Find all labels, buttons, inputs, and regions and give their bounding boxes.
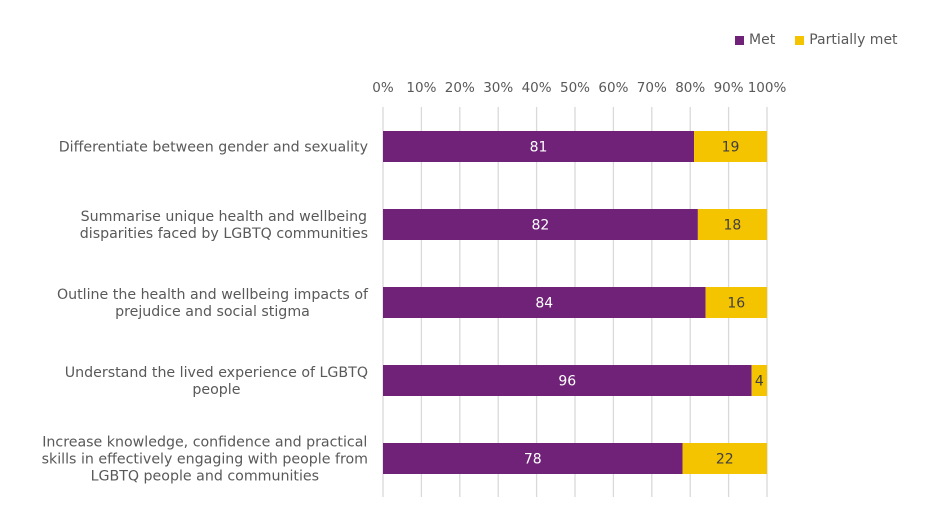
bar-segment-partially-met [705,287,767,318]
bar-segment-partially-met [682,443,767,474]
bar-segment-partially-met [751,365,767,396]
legend-label-met: Met [749,32,776,48]
category-label: skills in effectively engaging with peop… [42,452,368,468]
category-label: Summarise unique health and wellbeing [81,209,367,225]
x-tick-label: 40% [522,80,552,96]
bar-segment-met [383,443,683,474]
chart-legend: Met Partially met [735,32,918,48]
x-tick-label: 50% [560,80,590,96]
data-label: 81 [530,140,548,156]
category-label: Understand the lived experience of LGBTQ [65,365,368,381]
data-label: 16 [727,296,745,312]
category-label: prejudice and social stigma [115,304,310,320]
x-tick-label: 20% [445,80,475,96]
data-label: 19 [722,140,740,156]
x-tick-label: 70% [637,80,667,96]
bar-segment-met [383,131,695,162]
category-label: Increase knowledge, confidence and pract… [42,435,367,451]
data-label: 22 [716,452,734,468]
data-label: 78 [524,452,542,468]
data-label: 4 [755,374,764,390]
category-label: Differentiate between gender and sexuali… [59,140,368,156]
data-label: 18 [724,218,742,234]
bar-segment-met [383,365,752,396]
x-tick-label: 100% [748,80,787,96]
data-label: 84 [535,296,553,312]
bar-segment-partially-met [694,131,767,162]
category-label: people [192,382,240,398]
legend-item-met: Met [735,32,775,48]
category-label: disparities faced by LGBTQ communities [80,226,368,242]
x-tick-label: 10% [406,80,436,96]
x-tick-label: 30% [483,80,513,96]
bar-segment-partially-met [697,209,767,240]
legend-swatch-met [735,35,744,45]
data-label: 96 [558,374,576,390]
category-label: LGBTQ people and communities [91,469,319,485]
data-label: 82 [532,218,550,234]
x-tick-label: 80% [675,80,705,96]
x-tick-label: 90% [714,80,744,96]
legend-label-partially-met: Partially met [809,32,898,48]
legend-swatch-partially-met [795,35,805,45]
x-tick-label: 60% [598,80,628,96]
bar-segment-met [383,209,698,240]
x-tick-label: 0% [372,80,394,96]
category-label: Outline the health and wellbeing impacts… [57,287,369,303]
bar-segment-met [383,287,706,318]
legend-item-partially-met: Partially met [795,32,898,48]
